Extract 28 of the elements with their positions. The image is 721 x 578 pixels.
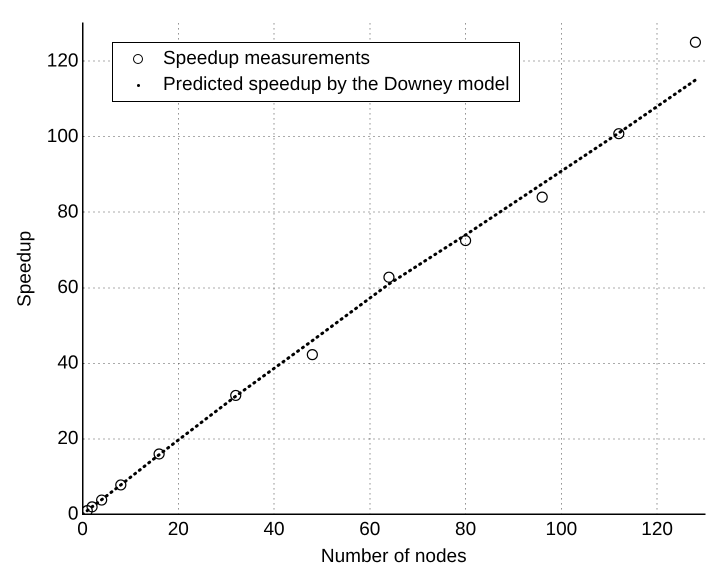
legend-label: Predicted speedup by the Downey model: [163, 73, 510, 97]
y-tick-label: 120: [46, 50, 78, 72]
y-tick-label: 60: [57, 277, 78, 298]
point: [306, 349, 318, 360]
point: [86, 501, 98, 512]
point: [460, 234, 472, 246]
y-tick-label: 20: [57, 428, 78, 450]
point: [613, 128, 624, 140]
x-tick-label: 20: [168, 519, 189, 540]
point: [230, 390, 242, 402]
x-axis-title: Number of nodes: [320, 546, 467, 567]
x-tick-label: 120: [641, 519, 673, 540]
y-tick-label: 80: [57, 201, 78, 222]
point: [536, 192, 548, 203]
point: [383, 272, 395, 283]
x-tick-label: 60: [359, 519, 380, 540]
x-tick-label: 100: [545, 519, 578, 540]
point: [115, 479, 126, 491]
y-tick-label: 100: [46, 126, 78, 147]
y-tick-label: 40: [57, 352, 78, 374]
point: [96, 494, 108, 506]
y-tick-label: 0: [68, 504, 78, 525]
point: [154, 448, 165, 460]
legend-label: Speedup measurements: [163, 47, 370, 71]
y-axis-title: Speedup: [14, 230, 36, 307]
x-tick-label: 80: [455, 519, 476, 540]
point: [690, 36, 702, 48]
x-tick-label: 40: [263, 519, 285, 540]
